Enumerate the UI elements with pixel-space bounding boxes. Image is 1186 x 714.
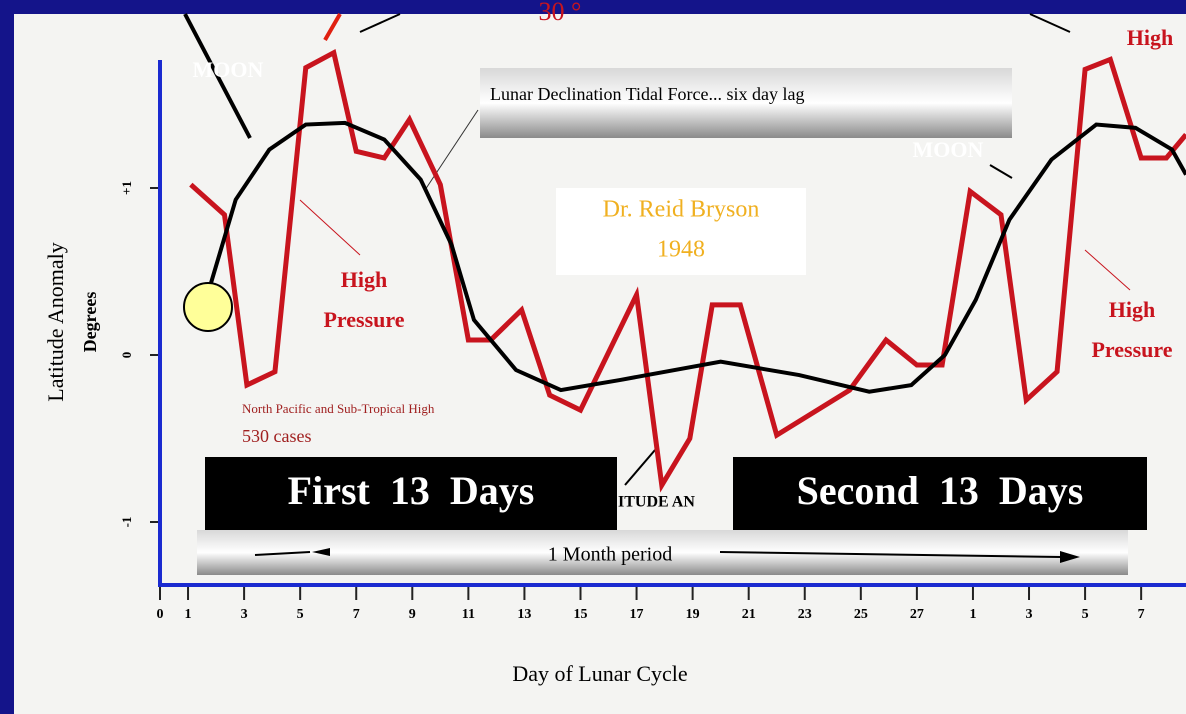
caption: Second 13 Days bbox=[797, 468, 1084, 513]
arrow bbox=[719, 551, 1061, 558]
x-tick-label: 3 bbox=[1026, 607, 1033, 622]
x-tick-label: 7 bbox=[353, 607, 360, 622]
banner bbox=[197, 530, 1128, 575]
arrow-head bbox=[1060, 551, 1080, 563]
series-label: North Pacific and Sub-Tropical High bbox=[242, 401, 435, 416]
label-box bbox=[556, 188, 806, 275]
arrow bbox=[183, 13, 252, 139]
caption-box bbox=[205, 457, 617, 530]
arrow-head bbox=[312, 548, 330, 556]
x-tick-label: 11 bbox=[462, 607, 475, 622]
y-axis-label: Degrees bbox=[80, 292, 100, 353]
series-line bbox=[208, 120, 1186, 394]
x-tick-label: 1 bbox=[185, 607, 192, 622]
y-tick-label: 0 bbox=[119, 352, 134, 359]
x-tick-label: 13 bbox=[517, 607, 531, 622]
x-tick-label: 27 bbox=[910, 607, 924, 622]
y-tick-label: +1 bbox=[119, 181, 134, 195]
annotation: High bbox=[341, 267, 387, 292]
x-tick-label: 3 bbox=[241, 607, 248, 622]
x-tick-label: 5 bbox=[297, 607, 304, 622]
arrow bbox=[1029, 13, 1071, 33]
annotation: 1948 bbox=[657, 237, 705, 263]
x-tick-label: 7 bbox=[1138, 607, 1145, 622]
series-line bbox=[189, 48, 1186, 493]
x-tick-label: 21 bbox=[742, 607, 756, 622]
pointer bbox=[624, 449, 656, 486]
annotation: 30 ° bbox=[539, 0, 582, 26]
annotation: 530 cases bbox=[242, 426, 311, 446]
banner bbox=[480, 68, 1012, 138]
pointer bbox=[1084, 249, 1131, 291]
x-tick-label: 1 bbox=[969, 607, 976, 622]
x-tick-label: 23 bbox=[798, 607, 812, 622]
caption: First 13 Days bbox=[288, 468, 535, 513]
y-axis-label: Latitude Anomaly bbox=[43, 242, 68, 401]
arrow bbox=[254, 551, 311, 556]
banner-text: Lunar Declination Tidal Force... six day… bbox=[490, 84, 804, 104]
annotation: Pressure bbox=[1091, 337, 1172, 362]
arrow bbox=[323, 13, 342, 41]
x-tick-label: 9 bbox=[409, 607, 416, 622]
annotation: Dr. Reid Bryson bbox=[603, 197, 760, 223]
annotation: MOON bbox=[913, 137, 984, 162]
x-tick-label: 17 bbox=[630, 607, 644, 622]
pointer bbox=[299, 199, 361, 256]
annotation: MOON bbox=[193, 57, 264, 82]
x-tick-label: 15 bbox=[573, 607, 587, 622]
annotation: ITUDE AN bbox=[618, 494, 695, 511]
x-tick-label: 5 bbox=[1082, 607, 1089, 622]
y-tick-label: -1 bbox=[119, 517, 134, 528]
arrow bbox=[359, 13, 401, 33]
x-tick-label: 19 bbox=[686, 607, 700, 622]
x-tick-label: 25 bbox=[854, 607, 868, 622]
x-axis-label: Day of Lunar Cycle bbox=[512, 661, 687, 686]
pointer bbox=[989, 164, 1013, 179]
x-tick-label: 0 bbox=[157, 607, 164, 622]
annotation: 1 Month period bbox=[548, 544, 672, 566]
annotation: High bbox=[1127, 25, 1173, 50]
caption-box bbox=[733, 457, 1147, 530]
marker-circle bbox=[183, 282, 233, 332]
annotation: Pressure bbox=[323, 307, 404, 332]
annotation: High bbox=[1109, 297, 1155, 322]
